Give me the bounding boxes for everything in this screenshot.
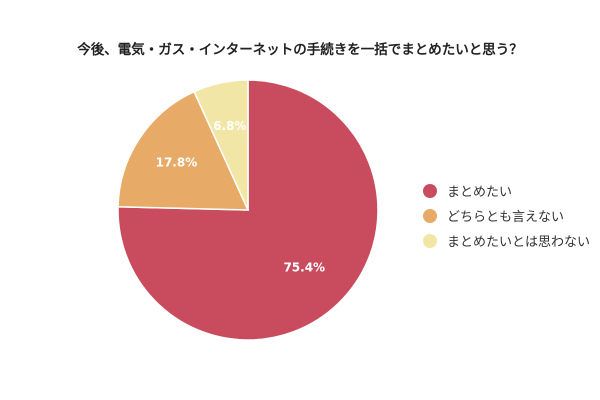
legend-label: まとめたいとは思わない bbox=[447, 235, 591, 250]
pie-slice-2 bbox=[193, 79, 249, 211]
legend-item-1: どちらとも言えない bbox=[423, 203, 590, 228]
legend: まとめたい どちらとも言えない まとめたいとは思わない bbox=[423, 178, 590, 253]
legend-label: まとめたい bbox=[447, 185, 513, 200]
legend-item-2: まとめたいとは思わない bbox=[423, 228, 590, 253]
legend-swatch-icon bbox=[423, 233, 437, 248]
slice-value-label: 17.8% bbox=[156, 156, 198, 170]
legend-swatch-icon bbox=[423, 208, 437, 223]
legend-label: どちらとも言えない bbox=[447, 210, 565, 225]
slice-value-label: 6.8% bbox=[213, 119, 246, 133]
legend-swatch-icon bbox=[423, 183, 437, 198]
legend-item-0: まとめたい bbox=[423, 178, 590, 203]
pie-slice-0 bbox=[117, 79, 379, 341]
pie-slice-1 bbox=[117, 90, 250, 211]
chart-title: 今後、電気・ガス・インターネットの手続きを一括でまとめたいと思う？ bbox=[77, 42, 523, 58]
slice-value-label: 75.4% bbox=[283, 261, 325, 275]
